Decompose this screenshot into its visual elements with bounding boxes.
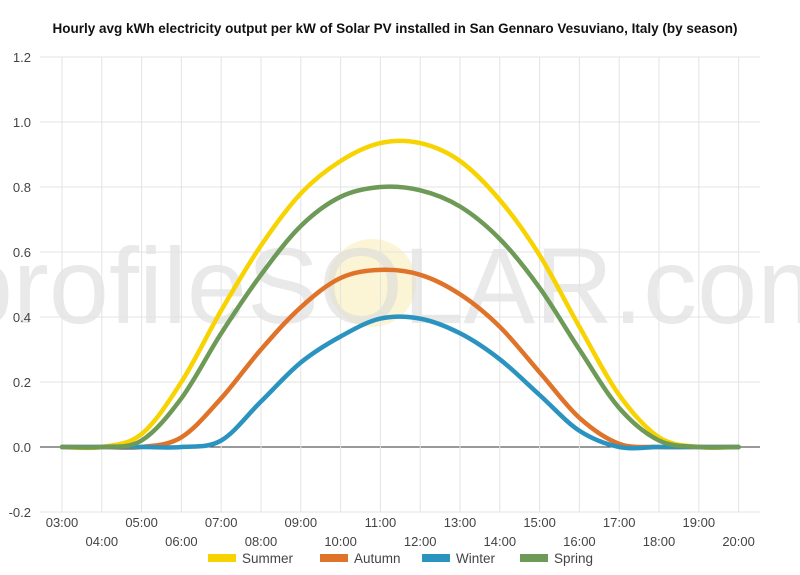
x-tick-label: 14:00 — [484, 534, 517, 549]
legend-item-spring: Spring — [520, 551, 593, 566]
x-tick-label: 10:00 — [324, 534, 357, 549]
legend-swatch — [422, 554, 450, 562]
legend-swatch — [208, 554, 236, 562]
x-tick-label: 04:00 — [86, 534, 119, 549]
x-tick-label: 18:00 — [643, 534, 676, 549]
y-tick-label: 0.0 — [13, 440, 31, 455]
x-tick-label: 17:00 — [603, 515, 636, 530]
x-tick-label: 13:00 — [444, 515, 477, 530]
legend-label: Spring — [554, 551, 593, 566]
x-tick-label: 11:00 — [365, 515, 397, 530]
legend-label: Autumn — [354, 551, 401, 566]
x-tick-label: 16:00 — [563, 534, 596, 549]
legend: Summer Autumn Winter Spring — [208, 551, 593, 566]
legend-swatch — [520, 554, 548, 562]
y-tick-label: 0.6 — [13, 245, 31, 260]
series-lines — [59, 138, 741, 451]
y-tick-label: 1.0 — [13, 115, 31, 130]
legend-item-winter: Winter — [422, 551, 496, 566]
legend-swatch — [320, 554, 348, 562]
x-tick-label: 12:00 — [404, 534, 437, 549]
series-line-autumn — [59, 267, 741, 450]
y-axis: -0.2 0.0 0.2 0.4 0.6 0.8 1.0 1.2 — [9, 50, 31, 520]
y-tick-label: -0.2 — [9, 505, 31, 520]
series-line-winter — [59, 314, 741, 451]
series-line-summer — [59, 138, 741, 451]
legend-label: Winter — [456, 551, 496, 566]
legend-item-autumn: Autumn — [320, 551, 401, 566]
x-tick-label: 03:00 — [46, 515, 79, 530]
x-tick-label: 15:00 — [523, 515, 556, 530]
x-tick-label: 09:00 — [285, 515, 318, 530]
y-tick-label: 1.2 — [13, 50, 31, 65]
x-axis: 03:00 04:00 05:00 06:00 07:00 08:00 09:00 10:00… — [46, 515, 755, 549]
watermark-text: profileSOLAR.com — [0, 225, 800, 346]
x-tick-label: 05:00 — [125, 515, 158, 530]
x-tick-label: 19:00 — [683, 515, 716, 530]
y-tick-label: 0.2 — [13, 375, 31, 390]
x-tick-label: 20:00 — [722, 534, 755, 549]
x-tick-label: 06:00 — [165, 534, 198, 549]
x-tick-label: 07:00 — [205, 515, 238, 530]
watermark-sun-glow — [328, 239, 416, 327]
chart-title: Hourly avg kWh electricity output per kW… — [53, 21, 738, 36]
y-tick-label: 0.4 — [13, 310, 31, 325]
y-tick-label: 0.8 — [13, 180, 31, 195]
watermark: profileSOLAR.com — [0, 225, 800, 346]
series-line-spring — [59, 184, 741, 450]
x-tick-label: 08:00 — [245, 534, 278, 549]
legend-item-summer: Summer — [208, 551, 294, 566]
legend-label: Summer — [242, 551, 294, 566]
